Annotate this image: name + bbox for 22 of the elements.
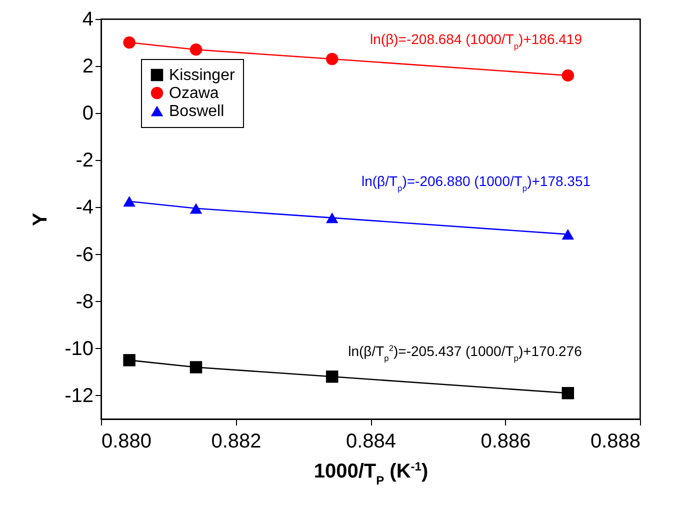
x-tick-label: 0.886	[480, 430, 531, 452]
annotation: ln(β/T$_{p}$)=-206.880 (1000/T$_{p}$)+178.351	[361, 173, 591, 193]
x-tick-label: 0.888	[590, 430, 640, 452]
x-tick-label: 0.882	[211, 430, 262, 452]
y-tick-label: -6	[76, 244, 94, 266]
annotation: ln(β/T$_{p}$$^{2}$)=-205.437 (1000/T$_{p}$)+170.276	[348, 343, 582, 363]
y-tick-label: -2	[76, 150, 94, 172]
y-tick-label: 4	[82, 8, 94, 30]
y-tick-label: -8	[76, 290, 94, 313]
y-tick-label: 0	[82, 102, 94, 125]
y-tick-label: 2	[82, 56, 94, 78]
annotation: ln(β)=-208.684 (1000/T$_{p}$)+186.419	[370, 31, 582, 51]
legend-label: Boswell	[169, 103, 224, 120]
y-axis-title: Y	[30, 212, 52, 226]
x-tick-label: 0.884	[346, 430, 396, 452]
x-tick-label: 0.880	[102, 430, 152, 452]
x-axis-title: 1000/T$_{P}$ (K$^{-1}$)	[314, 460, 428, 488]
y-tick-label: -4	[76, 196, 94, 219]
y-tick-label: -10	[64, 338, 94, 360]
legend-label: Kissinger	[169, 67, 236, 84]
y-tick-label: -12	[64, 384, 94, 407]
legend-label: Ozawa	[169, 85, 219, 102]
